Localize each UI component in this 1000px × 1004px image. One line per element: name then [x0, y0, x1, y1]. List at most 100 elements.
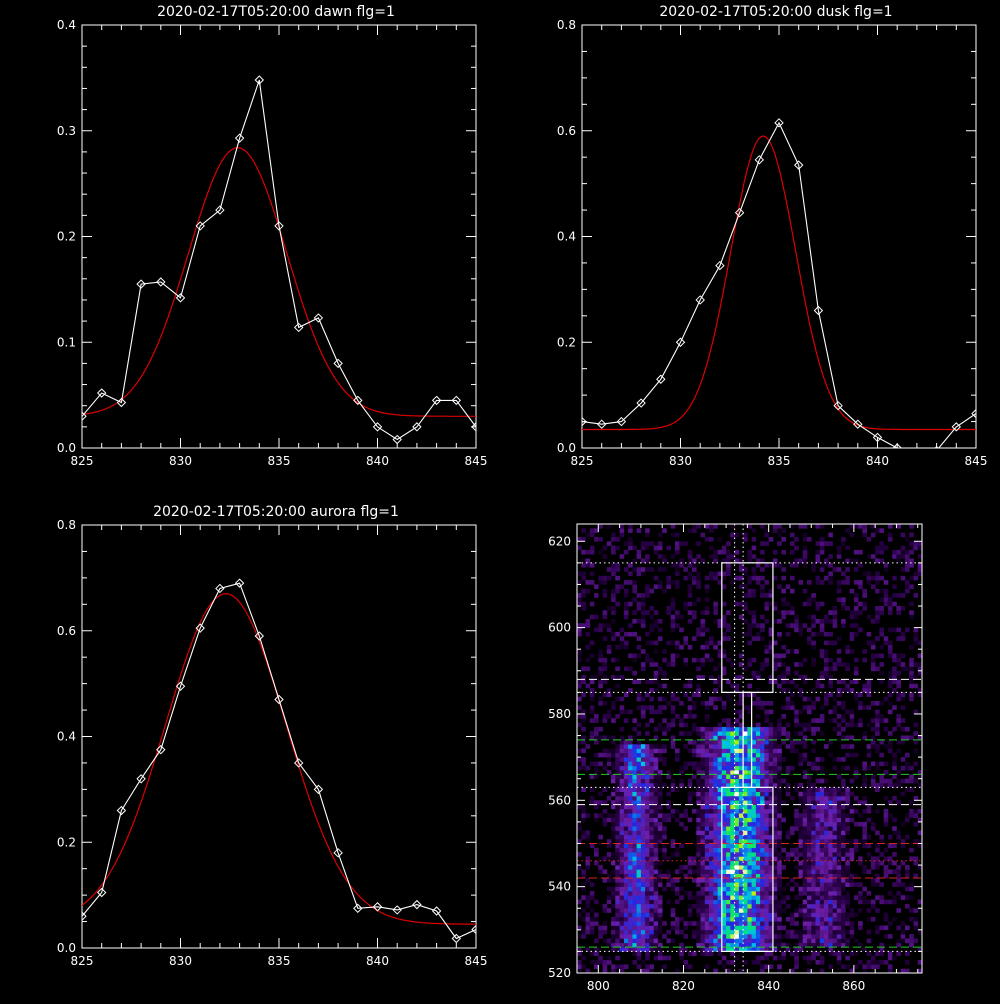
heatmap-cell: [875, 575, 880, 581]
heatmap-cell: [666, 878, 671, 883]
heatmap-cell: [611, 886, 616, 892]
heatmap-cell: [807, 869, 812, 874]
heatmap-cell: [828, 554, 833, 559]
heatmap-cell: [577, 597, 582, 602]
heatmap-cell: [768, 783, 774, 788]
heatmap-cell: [836, 584, 842, 589]
heatmap-cell: [849, 588, 855, 594]
heatmap-cell: [589, 580, 595, 585]
heatmap-cell: [687, 588, 693, 594]
heatmap-cell: [815, 873, 821, 879]
heatmap-cell: [632, 558, 637, 564]
heatmap-cell: [879, 662, 884, 667]
y-tick-label-dusk: 0.6: [557, 124, 576, 138]
heatmap-cell: [747, 778, 752, 784]
heatmap-cell: [815, 804, 821, 810]
heatmap-cell: [653, 679, 659, 684]
heatmap-cell: [743, 860, 748, 866]
heatmap-cell: [726, 903, 731, 909]
heatmap-cell: [589, 916, 595, 922]
heatmap-cell: [589, 528, 595, 533]
heatmap-cell: [713, 873, 718, 879]
heatmap-cell: [726, 938, 731, 944]
heatmap-cell: [687, 951, 693, 956]
heatmap-cell: [721, 601, 727, 607]
heatmap-cell: [900, 934, 906, 939]
heatmap-cell: [824, 912, 829, 918]
heatmap-cell: [645, 912, 650, 918]
heatmap-cell: [683, 891, 689, 896]
heatmap-cell: [870, 916, 876, 922]
heatmap-cell: [760, 541, 765, 546]
heatmap-cell: [802, 934, 808, 939]
heatmap-cell: [755, 739, 761, 745]
heatmap-cell: [679, 951, 684, 956]
heatmap-cell: [849, 839, 855, 844]
heatmap-cell: [717, 787, 723, 792]
heatmap-cell: [819, 545, 825, 551]
heatmap-cell: [713, 610, 718, 615]
heatmap-cell: [853, 597, 859, 602]
heatmap-cell: [734, 891, 740, 896]
heatmap-cell: [598, 955, 603, 961]
heatmap-cell: [700, 847, 706, 853]
heatmap-cell: [760, 744, 765, 749]
heatmap-cell: [764, 601, 769, 607]
heatmap-cell: [743, 878, 748, 883]
heatmap-cell: [917, 817, 923, 823]
heatmap-cell: [909, 675, 914, 680]
heatmap-cell: [755, 701, 761, 706]
heatmap-cell: [628, 899, 633, 905]
heatmap-cell: [772, 804, 778, 810]
heatmap-cell: [709, 903, 714, 909]
heatmap-cell: [606, 886, 612, 892]
heatmap-cell: [619, 739, 625, 745]
heatmap-cell: [747, 813, 752, 818]
heatmap-cell: [717, 783, 723, 788]
heatmap-cell: [662, 783, 667, 788]
heatmap-cell: [649, 886, 654, 892]
heatmap-cell: [657, 796, 663, 801]
heatmap-cell: [764, 839, 769, 844]
heatmap-cell: [879, 752, 884, 758]
heatmap-cell: [764, 765, 769, 771]
x-tick-label-dusk: 835: [768, 454, 791, 468]
heatmap-cell: [815, 834, 821, 840]
heatmap-cell: [883, 783, 889, 788]
heatmap-cell: [777, 856, 782, 861]
heatmap-cell: [606, 567, 612, 572]
heatmap-cell: [828, 791, 833, 797]
heatmap-cell: [896, 748, 901, 754]
heatmap-cell: [824, 670, 829, 676]
heatmap-cell: [709, 571, 714, 577]
heatmap-cell: [764, 619, 769, 624]
heatmap-cell: [717, 925, 723, 931]
heatmap-cell: [717, 675, 723, 680]
heatmap-cell: [734, 783, 740, 788]
heatmap-cell: [623, 752, 629, 758]
heatmap-cell: [807, 787, 812, 792]
heatmap-cell: [866, 765, 872, 771]
heatmap-cell: [692, 701, 697, 706]
heatmap-cell: [730, 662, 735, 667]
y-tick-label-image: 540: [548, 880, 571, 894]
heatmap-cell: [713, 761, 718, 767]
heatmap-cell: [887, 843, 893, 849]
heatmap-cell: [704, 735, 710, 741]
heatmap-cell: [623, 921, 629, 926]
heatmap-cell: [892, 666, 897, 672]
heatmap-cell: [734, 791, 740, 797]
heatmap-cell: [598, 752, 603, 758]
heatmap-cell: [628, 666, 633, 672]
heatmap-cell: [657, 696, 663, 702]
heatmap-cell: [781, 726, 786, 732]
data-point-aurora: [116, 805, 127, 816]
heatmap-cell: [819, 860, 825, 866]
heatmap-cell: [785, 882, 791, 887]
heatmap-cell: [798, 869, 804, 874]
heatmap-cell: [730, 537, 735, 542]
heatmap-cell: [713, 856, 718, 861]
heatmap-cell: [636, 748, 642, 754]
heatmap-cell: [628, 830, 633, 836]
